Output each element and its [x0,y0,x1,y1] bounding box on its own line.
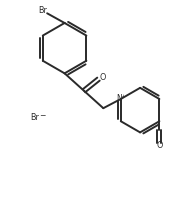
Text: −: − [39,111,45,120]
Text: O: O [157,141,163,150]
Text: Br: Br [30,113,39,122]
Text: +: + [120,94,125,98]
Text: N: N [116,94,122,103]
Text: Br: Br [38,7,47,16]
Text: O: O [99,73,106,82]
